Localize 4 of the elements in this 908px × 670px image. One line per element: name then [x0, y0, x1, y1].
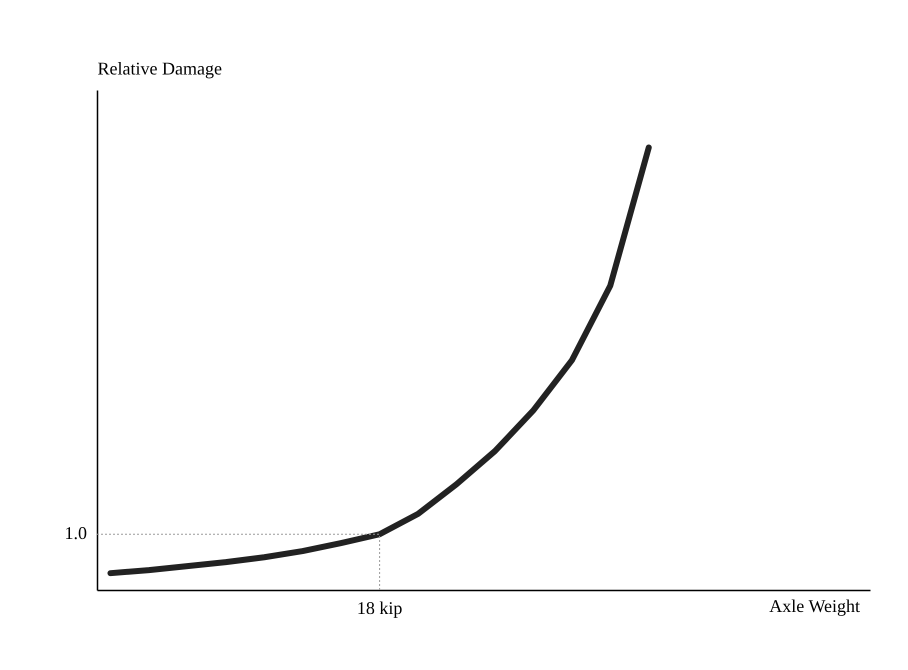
- text: 1.0: [64, 523, 87, 544]
- y-axis-title: Relative Damage: [98, 58, 222, 78]
- text: 18 kip: [356, 598, 402, 618]
- text: Axle Weight: [769, 596, 860, 616]
